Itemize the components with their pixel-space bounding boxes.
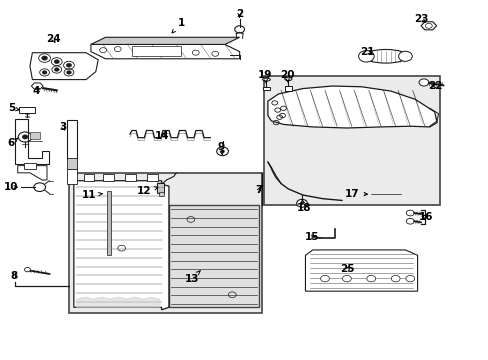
- Circle shape: [220, 150, 224, 153]
- Circle shape: [320, 275, 329, 282]
- Text: 5: 5: [8, 103, 19, 113]
- Polygon shape: [31, 83, 43, 89]
- Bar: [66, 169, 77, 184]
- Bar: [66, 158, 77, 169]
- Text: 16: 16: [418, 212, 432, 222]
- Circle shape: [42, 71, 47, 74]
- Circle shape: [358, 50, 373, 62]
- Ellipse shape: [284, 77, 291, 81]
- Bar: [147, 174, 158, 181]
- Polygon shape: [15, 119, 49, 164]
- Text: 9: 9: [217, 142, 224, 155]
- Text: 15: 15: [304, 232, 318, 242]
- Text: 21: 21: [359, 46, 374, 57]
- Text: 13: 13: [184, 271, 200, 284]
- Polygon shape: [18, 166, 47, 180]
- Text: 3: 3: [60, 122, 66, 132]
- Circle shape: [418, 79, 428, 86]
- Text: 12: 12: [137, 186, 158, 196]
- Text: 23: 23: [413, 14, 427, 24]
- Text: 2: 2: [236, 9, 243, 19]
- Circle shape: [405, 275, 414, 282]
- Ellipse shape: [262, 78, 270, 81]
- Circle shape: [366, 275, 375, 282]
- Bar: [132, 46, 181, 56]
- Polygon shape: [420, 22, 436, 30]
- Circle shape: [406, 210, 413, 216]
- Circle shape: [300, 202, 304, 205]
- Text: 20: 20: [279, 70, 294, 83]
- Bar: [107, 191, 111, 255]
- Text: 10: 10: [4, 182, 19, 192]
- Text: 22: 22: [427, 81, 442, 91]
- Circle shape: [390, 275, 399, 282]
- Bar: [69, 173, 261, 313]
- Text: 6: 6: [8, 138, 18, 148]
- Circle shape: [54, 60, 60, 64]
- Text: 11: 11: [82, 190, 102, 200]
- Circle shape: [342, 275, 350, 282]
- Bar: [125, 174, 136, 181]
- Text: 17: 17: [344, 189, 366, 199]
- Circle shape: [41, 56, 47, 60]
- Circle shape: [24, 267, 30, 272]
- Text: 19: 19: [257, 70, 272, 83]
- Text: 24: 24: [46, 35, 61, 44]
- Polygon shape: [74, 181, 168, 310]
- Polygon shape: [305, 250, 417, 291]
- Polygon shape: [91, 37, 239, 44]
- Bar: [168, 205, 259, 307]
- Circle shape: [406, 219, 413, 224]
- Bar: [103, 174, 114, 181]
- Text: 25: 25: [340, 264, 354, 274]
- Ellipse shape: [363, 49, 407, 63]
- Text: 7: 7: [255, 185, 262, 195]
- Circle shape: [66, 71, 71, 74]
- Text: 8: 8: [11, 271, 18, 281]
- Text: 18: 18: [296, 200, 310, 213]
- Circle shape: [66, 63, 72, 67]
- Text: 4: 4: [32, 86, 40, 96]
- Bar: [19, 107, 35, 113]
- Bar: [264, 76, 439, 205]
- Bar: [159, 192, 163, 196]
- Text: 1: 1: [172, 18, 184, 33]
- Bar: [263, 87, 269, 90]
- Bar: [157, 183, 163, 193]
- Bar: [30, 132, 40, 139]
- Polygon shape: [91, 44, 239, 59]
- Bar: [285, 86, 291, 91]
- Circle shape: [398, 51, 411, 61]
- Bar: [83, 174, 94, 181]
- Circle shape: [425, 23, 431, 28]
- Polygon shape: [30, 53, 98, 80]
- Circle shape: [22, 135, 28, 139]
- Bar: [24, 163, 36, 169]
- Text: 14: 14: [155, 131, 169, 141]
- Polygon shape: [267, 86, 436, 128]
- Bar: [66, 120, 77, 159]
- Circle shape: [296, 199, 307, 207]
- Circle shape: [54, 68, 59, 71]
